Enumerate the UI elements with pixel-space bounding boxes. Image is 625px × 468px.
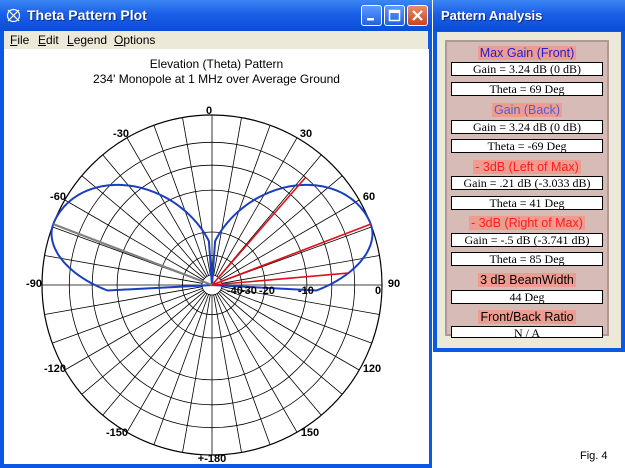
radial-label-0: 0 xyxy=(375,285,381,297)
pattern-traces xyxy=(50,176,374,292)
close-button[interactable] xyxy=(407,5,428,26)
angle-label-180: +-180 xyxy=(198,453,226,464)
grid-spoke xyxy=(215,125,271,276)
analysis-panel: Max Gain (Front) Gain = 3.24 dB (0 dB) T… xyxy=(445,40,609,338)
right-3db-theta: Theta = 85 Deg xyxy=(451,252,603,266)
grid-spoke xyxy=(102,292,206,416)
minimize-button[interactable] xyxy=(361,5,382,26)
grid-spoke xyxy=(102,154,206,278)
angle-label-90: 90 xyxy=(388,278,400,290)
maximize-icon xyxy=(388,9,401,22)
maximize-button[interactable] xyxy=(384,5,405,26)
menu-file[interactable]: File xyxy=(10,33,30,47)
pattern-lobe xyxy=(210,183,374,292)
grid-spoke xyxy=(213,117,242,276)
front-back-label: Front/Back Ratio xyxy=(478,310,576,324)
angle-label-minus60: -60 xyxy=(50,191,66,203)
right-3db-label: - 3dB (Right of Max) xyxy=(469,216,585,230)
beamwidth-label: 3 dB BeamWidth xyxy=(478,273,576,287)
grid-spoke xyxy=(219,175,343,279)
radial-label-minus20: -20 xyxy=(259,285,275,297)
right-3db-value: Gain = -.5 dB (-3.741 dB) xyxy=(451,233,603,247)
gain-marker-line xyxy=(211,272,349,286)
pattern-lobe xyxy=(50,183,214,292)
angle-label-minus30: -30 xyxy=(113,128,129,140)
minimize-icon xyxy=(367,18,374,21)
max-gain-theta: Theta = 69 Deg xyxy=(451,82,603,96)
angle-labels: 0 30 60 90 120 150 +-180 -150 -120 -90 -… xyxy=(26,105,400,464)
angle-label-120: 120 xyxy=(363,363,381,375)
beamwidth-value: 44 Deg xyxy=(451,290,603,304)
angle-label-150: 150 xyxy=(301,427,319,439)
angle-label-0: 0 xyxy=(206,105,212,117)
angle-label-60: 60 xyxy=(363,191,375,203)
pattern-analysis-window: Pattern Analysis Max Gain (Front) Gain =… xyxy=(433,0,625,352)
grid-spoke xyxy=(213,294,242,453)
max-gain-label: Max Gain (Front) xyxy=(477,46,577,60)
front-back-value: N / A xyxy=(451,326,603,338)
plot-subtitle: 234' Monopole at 1 MHz over Average Grou… xyxy=(93,72,340,86)
app-icon xyxy=(6,8,21,23)
plot-title: Elevation (Theta) Pattern xyxy=(149,57,284,71)
grid-spoke xyxy=(182,117,211,276)
grid-spoke xyxy=(153,294,209,445)
analysis-title: Pattern Analysis xyxy=(441,8,543,23)
polar-grid xyxy=(41,114,383,456)
angle-label-minus90: -90 xyxy=(26,278,42,290)
grid-spoke xyxy=(126,293,208,433)
theta-pattern-window: Theta Pattern Plot File Edit Legend Opti… xyxy=(0,0,432,468)
title-bar[interactable]: Theta Pattern Plot xyxy=(0,0,432,31)
menu-options[interactable]: Options xyxy=(114,33,156,47)
analysis-title-bar[interactable]: Pattern Analysis xyxy=(433,0,625,31)
plot-area: Elevation (Theta) Pattern 234' Monopole … xyxy=(4,49,429,464)
grid-spoke xyxy=(126,137,208,277)
close-icon xyxy=(412,10,423,21)
back-gain-theta: Theta = -69 Deg xyxy=(451,139,603,153)
back-marker-line xyxy=(52,223,213,287)
back-gain-label: Gain (Back) xyxy=(492,103,562,117)
radial-label-minus10: -10 xyxy=(298,285,314,297)
analysis-client: Max Gain (Front) Gain = 3.24 dB (0 dB) T… xyxy=(437,32,621,348)
menu-edit[interactable]: Edit xyxy=(38,33,59,47)
grid-spoke xyxy=(44,286,203,315)
grid-spoke xyxy=(216,293,298,433)
grid-spoke xyxy=(81,291,205,395)
grid-spoke xyxy=(218,292,322,416)
grid-spoke xyxy=(220,199,360,281)
grid-spoke xyxy=(221,288,372,344)
figure-label: Fig. 4 xyxy=(580,450,608,462)
menu-legend[interactable]: Legend xyxy=(67,33,108,47)
gain-marker-line xyxy=(211,223,371,286)
grid-spoke xyxy=(216,137,298,277)
back-gain-value: Gain = 3.24 dB (0 dB) xyxy=(451,120,603,134)
radial-label-minus40: -40 xyxy=(227,285,243,297)
menu-bar: File Edit Legend Options xyxy=(4,31,428,49)
grid-spoke xyxy=(221,286,380,315)
radial-label-minus30: -30 xyxy=(241,285,257,297)
grid-spoke xyxy=(81,175,205,279)
angle-label-30: 30 xyxy=(300,128,312,140)
grid-spoke xyxy=(220,289,360,371)
grid-spoke xyxy=(64,289,204,371)
grid-spoke xyxy=(153,125,209,276)
window-title: Theta Pattern Plot xyxy=(27,7,147,23)
grid-spoke xyxy=(64,199,204,281)
grid-spoke xyxy=(219,291,343,395)
left-3db-theta: Theta = 41 Deg xyxy=(451,196,603,210)
angle-label-minus150: -150 xyxy=(106,427,128,439)
grid-spoke xyxy=(44,255,203,284)
gain-marker-line xyxy=(211,176,307,286)
grid-spoke xyxy=(215,294,271,445)
angle-label-minus120: -120 xyxy=(44,363,66,375)
left-3db-label: - 3dB (Left of Max) xyxy=(473,160,581,174)
left-3db-value: Gain = .21 dB (-3.033 dB) xyxy=(451,176,603,190)
max-gain-value: Gain = 3.24 dB (0 dB) xyxy=(451,62,603,76)
grid-spoke xyxy=(182,294,211,453)
polar-plot: 0 30 60 90 120 150 +-180 -150 -120 -90 -… xyxy=(26,105,400,464)
radial-scale-labels: -40 -30 -20 -10 0 xyxy=(227,285,381,297)
grid-spoke xyxy=(52,288,203,344)
grid-spoke xyxy=(221,255,380,284)
